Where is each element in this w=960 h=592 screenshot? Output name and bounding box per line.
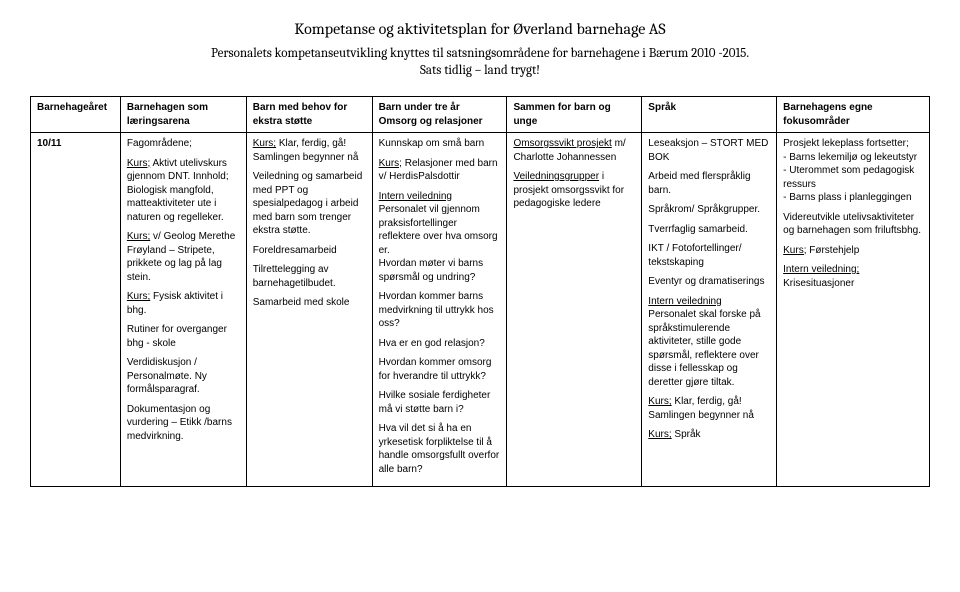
c2-p1: Kurs; Klar, ferdig, gå! Samlingen begynn… (253, 137, 366, 164)
header-c1: Barnehagen som læringsarena (120, 97, 246, 133)
c1-p4-kurs: Kurs; (127, 291, 150, 302)
c5-p7-head: Intern veiledning (648, 296, 721, 307)
c4-p1: Omsorgssvikt prosjekt m/ Charlotte Johan… (513, 137, 635, 164)
c2-p1-kurs: Kurs; (253, 138, 276, 149)
page-title: Kompetanse og aktivitetsplan for Øverlan… (30, 20, 930, 38)
c1-p1: Fagområdene; (127, 137, 240, 151)
c3-p2-kurs: Kurs; (379, 158, 402, 169)
header-c3: Barn under tre år Omsorg og relasjoner (372, 97, 507, 133)
c6-p1: Prosjekt lekeplass fortsetter; - Barns l… (783, 137, 923, 205)
page-subtitle-1: Personalets kompetanseutvikling knyttes … (30, 46, 930, 61)
c4-p1-head: Omsorgssvikt prosjekt (513, 138, 611, 149)
c2-p3: Foreldresamarbeid (253, 244, 366, 258)
year-value: 10/11 (37, 138, 61, 149)
c4-p2-head: Veiledningsgrupper (513, 171, 599, 182)
c6-p4-body: Krisesituasjoner (783, 278, 854, 289)
c6-p1-d: - Barns plass i planleggingen (783, 192, 911, 203)
c5-p9-body: Språk (672, 429, 701, 440)
c6-p1-c: - Uterommet som pedagogisk ressurs (783, 165, 914, 190)
cell-c6: Prosjekt lekeplass fortsetter; - Barns l… (777, 133, 930, 487)
c3-p4: Hvordan kommer barns medvirkning til utt… (379, 290, 501, 331)
c4-p2: Veiledningsgrupper i prosjekt omsorgssvi… (513, 170, 635, 211)
table-row: 10/11 Fagområdene; Kurs; Aktivt utelivsk… (31, 133, 930, 487)
c1-p3-kurs: Kurs; (127, 231, 150, 242)
c5-p7: Intern veiledning Personalet skal forske … (648, 295, 770, 390)
c5-p9: Kurs; Språk (648, 428, 770, 442)
c5-p8-kurs: Kurs; (648, 396, 671, 407)
c2-p5: Samarbeid med skole (253, 296, 366, 310)
c3-p5: Hva er en god relasjon? (379, 337, 501, 351)
c6-p2: Videreutvikle utelivsaktiviteter og barn… (783, 211, 923, 238)
c3-p3: Intern veiledning Personalet vil gjennom … (379, 190, 501, 285)
c3-p2: Kurs; Relasjoner med barn v/ HerdisPalsd… (379, 157, 501, 184)
c5-p2: Arbeid med flerspråklig barn. (648, 170, 770, 197)
c1-p2-kurs: Kurs; (127, 158, 150, 169)
c2-p2: Veiledning og samarbeid med PPT og spesi… (253, 170, 366, 238)
page-subtitle-2: Sats tidlig – land trygt! (30, 63, 930, 78)
c5-p5: IKT / Fotofortellinger/ tekstskaping (648, 242, 770, 269)
c3-p3-body: Personalet vil gjennom praksisfortelling… (379, 204, 498, 256)
c6-p3-body: Førstehjelp (806, 245, 859, 256)
c6-p3: Kurs; Førstehjelp (783, 244, 923, 258)
c6-p4-head: Intern veiledning; (783, 264, 859, 275)
cell-c3: Kunnskap om små barn Kurs; Relasjoner me… (372, 133, 507, 487)
c6-p3-kurs: Kurs; (783, 245, 806, 256)
c3-p8: Hva vil det si å ha en yrkesetisk forpli… (379, 422, 501, 476)
header-c5: Språk (642, 97, 777, 133)
c5-p8: Kurs; Klar, ferdig, gå! Samlingen begynn… (648, 395, 770, 422)
c6-p1-b: - Barns lekemiljø og lekeutstyr (783, 152, 917, 163)
header-year: Barnehageåret (31, 97, 121, 133)
c3-p1: Kunnskap om små barn (379, 137, 501, 151)
c3-p3-head: Intern veiledning (379, 191, 452, 202)
c5-p7-body: Personalet skal forske på språkstimulere… (648, 309, 760, 388)
cell-c4: Omsorgssvikt prosjekt m/ Charlotte Johan… (507, 133, 642, 487)
c5-p4: Tverrfaglig samarbeid. (648, 223, 770, 237)
c3-p7: Hvilke sosiale ferdigheter må vi støtte … (379, 389, 501, 416)
cell-c2: Kurs; Klar, ferdig, gå! Samlingen begynn… (246, 133, 372, 487)
c5-p9-kurs: Kurs; (648, 429, 671, 440)
c6-p1-head: Prosjekt lekeplass fortsetter; (783, 138, 909, 149)
c1-p3: Kurs; v/ Geolog Merethe Frøyland – Strip… (127, 230, 240, 284)
header-c4: Sammen for barn og unge (507, 97, 642, 133)
header-c6: Barnehagens egne fokusområder (777, 97, 930, 133)
cell-c1: Fagområdene; Kurs; Aktivt utelivskurs gj… (120, 133, 246, 487)
c3-p3-q: Hvordan møter vi barns spørsmål og undri… (379, 258, 483, 283)
c2-p4: Tilrettelegging av barnehagetilbudet. (253, 263, 366, 290)
c5-p6: Eventyr og dramatiserings (648, 275, 770, 289)
c1-p6: Verdidiskusjon / Personalmøte. Ny formål… (127, 356, 240, 397)
cell-year: 10/11 (31, 133, 121, 487)
table-header-row: Barnehageåret Barnehagen som læringsaren… (31, 97, 930, 133)
c6-p4: Intern veiledning; Krisesituasjoner (783, 263, 923, 290)
c1-p7: Dokumentasjon og vurdering – Etikk /barn… (127, 403, 240, 444)
c1-p2: Kurs; Aktivt utelivskurs gjennom DNT. In… (127, 157, 240, 225)
c3-p6: Hvordan kommer omsorg for hverandre til … (379, 356, 501, 383)
plan-table: Barnehageåret Barnehagen som læringsaren… (30, 96, 930, 487)
c5-p1: Leseaksjon – STORT MED BOK (648, 137, 770, 164)
cell-c5: Leseaksjon – STORT MED BOK Arbeid med fl… (642, 133, 777, 487)
header-c2: Barn med behov for ekstra støtte (246, 97, 372, 133)
c1-p5: Rutiner for overganger bhg - skole (127, 323, 240, 350)
c5-p3: Språkrom/ Språkgrupper. (648, 203, 770, 217)
c1-p4: Kurs; Fysisk aktivitet i bhg. (127, 290, 240, 317)
